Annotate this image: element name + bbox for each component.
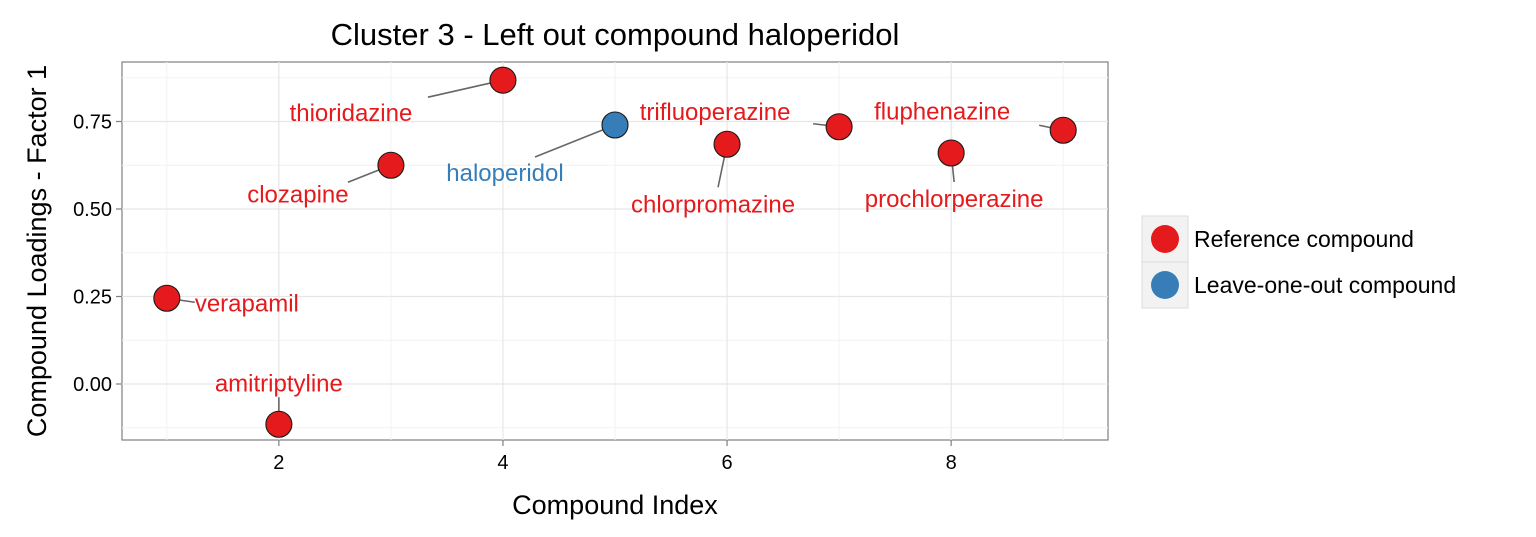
x-axis-title: Compound Index <box>512 490 718 520</box>
data-point-trifluoperazine <box>825 113 853 141</box>
point-label-trifluoperazine: trifluoperazine <box>640 99 791 126</box>
point-label-thioridazine: thioridazine <box>290 100 413 127</box>
data-point-amitriptyline <box>265 410 293 438</box>
point-labels: verapamil amitriptyline clozapine thioridaz… <box>195 98 1044 397</box>
x-tick-label: 4 <box>497 452 508 474</box>
legend: Reference compound Leave-one-out compound <box>1141 215 1456 309</box>
data-point-verapamil <box>153 284 181 312</box>
y-tick-label: 0.00 <box>73 374 112 396</box>
legend-label-leave_one_out: Leave-one-out compound <box>1194 272 1456 298</box>
point-label-prochlorperazine: prochlorperazine <box>865 186 1044 213</box>
data-point-prochlorperazine <box>937 139 965 167</box>
data-point-haloperidol <box>601 111 629 139</box>
y-tick-label: 0.75 <box>73 112 112 134</box>
point-label-verapamil: verapamil <box>195 290 299 317</box>
label-connector <box>534 124 616 158</box>
point-label-chlorpromazine: chlorpromazine <box>631 191 795 218</box>
data-points <box>153 66 1077 438</box>
point-label-fluphenazine: fluphenazine <box>874 98 1010 125</box>
point-label-amitriptyline: amitriptyline <box>215 370 343 397</box>
legend-label-reference: Reference compound <box>1194 226 1414 252</box>
data-point-clozapine <box>377 151 405 179</box>
legend-swatch-leave_one_out <box>1151 271 1179 299</box>
x-tick-label: 8 <box>946 452 957 474</box>
x-tick-label: 6 <box>721 452 732 474</box>
x-axis-ticks: 2 4 6 8 <box>273 440 957 474</box>
y-tick-label: 0.50 <box>73 199 112 221</box>
x-tick-label: 2 <box>273 452 284 474</box>
y-tick-label: 0.25 <box>73 287 112 309</box>
point-label-haloperidol: haloperidol <box>446 160 563 187</box>
chart-title: Cluster 3 - Left out compound haloperido… <box>331 17 900 52</box>
grid-minor <box>122 62 1108 440</box>
legend-swatch-reference <box>1151 225 1179 253</box>
data-point-thioridazine <box>489 66 517 94</box>
y-axis-ticks: 0.00 0.25 0.50 0.75 <box>73 112 122 396</box>
data-point-chlorpromazine <box>713 130 741 158</box>
data-point-fluphenazine <box>1049 116 1077 144</box>
point-label-clozapine: clozapine <box>247 181 348 208</box>
y-axis-title: Compound Loadings - Factor 1 <box>22 65 52 437</box>
plot-panel: verapamil amitriptyline clozapine thioridaz… <box>121 61 1109 441</box>
